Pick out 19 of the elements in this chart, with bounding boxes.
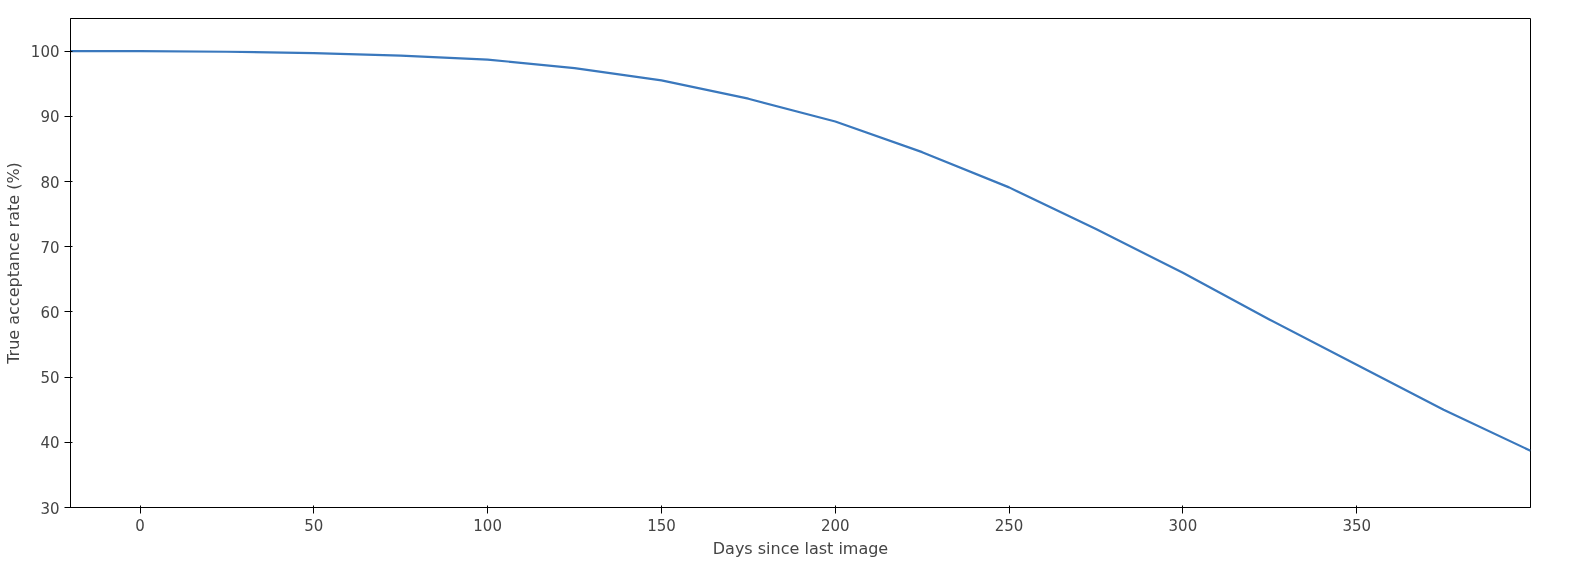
- x-tick-label: 350: [1342, 516, 1372, 535]
- x-tick-label: 50: [304, 516, 324, 535]
- x-tick-label: 0: [135, 516, 145, 535]
- x-tick-label: 200: [820, 516, 850, 535]
- y-tick-label: 100: [30, 43, 60, 62]
- y-tick-label: 70: [40, 238, 60, 257]
- x-tick-label: 300: [1168, 516, 1198, 535]
- y-tick-label: 90: [40, 108, 60, 127]
- y-tick-label: 30: [40, 499, 60, 518]
- y-tick-label: 80: [40, 173, 60, 192]
- y-tick-label: 60: [40, 303, 60, 322]
- y-tick-label: 50: [40, 369, 60, 388]
- y-axis-title: True acceptance rate (%): [3, 162, 23, 365]
- x-tick-label: 100: [473, 516, 502, 535]
- x-tick-label: 250: [994, 516, 1024, 535]
- y-tick-label: 40: [40, 434, 60, 453]
- x-tick-label: 150: [647, 516, 676, 535]
- line-series: [70, 50, 1531, 452]
- x-axis-title: Days since last image: [712, 538, 889, 558]
